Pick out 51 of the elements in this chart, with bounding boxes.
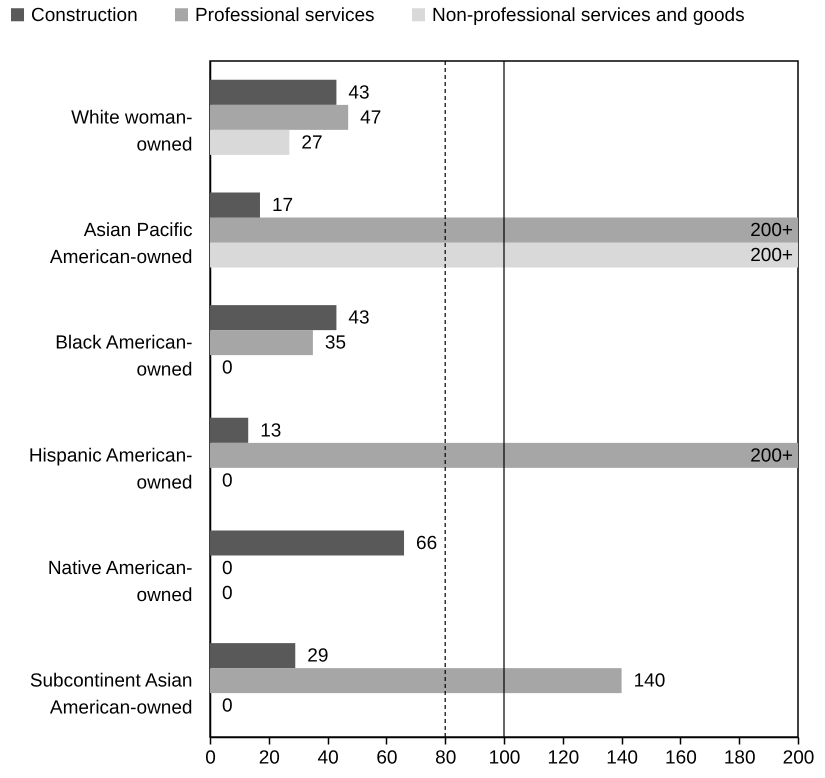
data-label: 200+ [750,245,793,266]
bar [210,192,260,218]
data-label: 0 [222,470,233,492]
legend-label: Construction [31,4,138,26]
x-tick-label: 200 [782,748,814,768]
data-label: 0 [222,558,233,579]
data-label: 0 [222,358,233,379]
bar [210,530,404,556]
legend-label: Professional services [195,4,375,26]
bar [210,242,798,268]
data-label: 35 [324,332,346,354]
data-label: 17 [272,194,294,216]
data-label: 29 [307,646,328,667]
legend-label: Non-professional services and goods [432,4,745,26]
x-tick-label: 80 [435,748,456,768]
data-label: 66 [416,532,438,554]
bar [210,104,348,130]
y-tick-label: Subcontinent Asian American-owned [30,670,192,719]
x-tick-label: 60 [376,748,398,768]
y-tick-label: Asian Pacific American-owned [50,220,192,268]
data-label: 140 [634,670,666,692]
bar [210,130,290,155]
bar [210,668,622,694]
x-tick-label: 20 [258,748,280,768]
x-tick-label: 140 [606,748,638,768]
y-tick-label: White woman- owned [71,107,192,156]
y-tick-label: Black American- owned [55,332,192,381]
data-label: 43 [348,308,370,329]
bar [210,217,798,243]
x-tick-label: 160 [665,748,697,768]
bar [210,643,296,668]
data-label: 200+ [750,220,793,241]
data-label: 0 [222,583,233,604]
x-tick-label: 0 [205,748,216,768]
y-tick-label: Native American- owned [48,558,192,606]
x-tick-label: 120 [547,748,580,768]
bar [210,80,336,105]
bar [210,418,248,443]
data-label: 13 [260,420,282,442]
x-tick-label: 100 [488,748,520,768]
data-label: 27 [301,132,323,154]
data-label: 0 [222,696,233,717]
bar [210,305,336,330]
data-label: 200+ [750,445,793,466]
data-label: 43 [348,82,370,104]
data-label: 47 [360,107,382,128]
bar [210,330,313,356]
bar [210,442,798,468]
y-tick-label: Hispanic American- owned [28,445,192,494]
x-tick-label: 180 [724,748,756,768]
x-tick-label: 40 [318,748,339,768]
